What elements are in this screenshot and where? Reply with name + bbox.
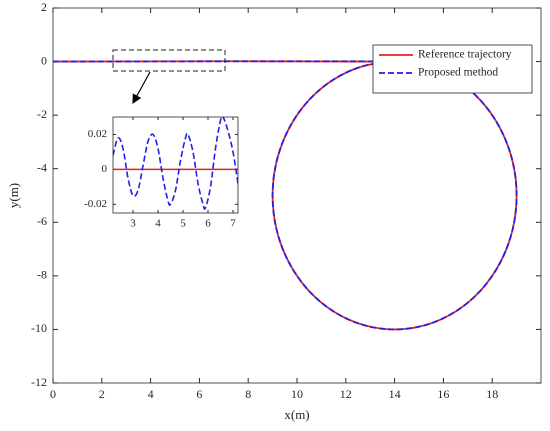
y-tick-label: -4 — [37, 160, 47, 174]
x-tick-label: 7 — [230, 218, 236, 230]
legend: Reference trajectory Proposed method — [372, 44, 533, 94]
x-tick-label: 18 — [486, 387, 498, 401]
plot-area — [113, 117, 238, 213]
legend-box — [372, 44, 533, 94]
y-tick-label: 0.02 — [88, 128, 107, 140]
x-tick-label: 0 — [50, 387, 56, 401]
main-axes: 0 2 4 6 8 10 12 14 16 18 -12 -10 -8 -6 -4 -2 0 2 x(m) y(m) R… — [6, 0, 542, 422]
x-tick-label: 4 — [148, 387, 154, 401]
y-tick-label: 2 — [41, 0, 47, 14]
zoom-region — [112, 49, 226, 72]
x-tick-label: 6 — [205, 218, 211, 230]
x-tick-label: 12 — [340, 387, 352, 401]
x-tick-label: 2 — [99, 387, 105, 401]
x-axis-label: x(m) — [284, 407, 309, 422]
y-tick-label: 0 — [102, 163, 108, 175]
y-tick-label: -2 — [37, 107, 47, 121]
legend-label: Reference trajectory — [418, 49, 512, 61]
y-tick-label: -8 — [37, 268, 47, 282]
x-tick-label: 3 — [130, 218, 136, 230]
y-axis-label: y(m) — [6, 183, 21, 208]
x-tick-label: 14 — [389, 387, 401, 401]
x-tick-label: 5 — [180, 218, 186, 230]
zoom-arrow — [132, 71, 151, 105]
axes-box — [112, 116, 239, 214]
legend-label: Proposed method — [418, 67, 498, 79]
axes-box — [52, 7, 542, 384]
x-tick-label: 8 — [245, 387, 251, 401]
x-tick-label: 6 — [196, 387, 202, 401]
series-line — [113, 117, 238, 210]
y-tick-label: -10 — [31, 321, 47, 335]
y-tick-label: -0.02 — [84, 198, 107, 210]
y-tick-label: 0 — [41, 53, 47, 67]
inset-axes: 3 4 5 6 7 -0.02 0 0.02 — [84, 116, 239, 230]
y-tick-label: -12 — [31, 375, 47, 389]
x-tick-label: 4 — [155, 218, 161, 230]
x-tick-label: 10 — [291, 387, 303, 401]
y-tick-label: -6 — [37, 214, 47, 228]
x-tick-label: 16 — [437, 387, 449, 401]
series-group — [113, 117, 238, 210]
